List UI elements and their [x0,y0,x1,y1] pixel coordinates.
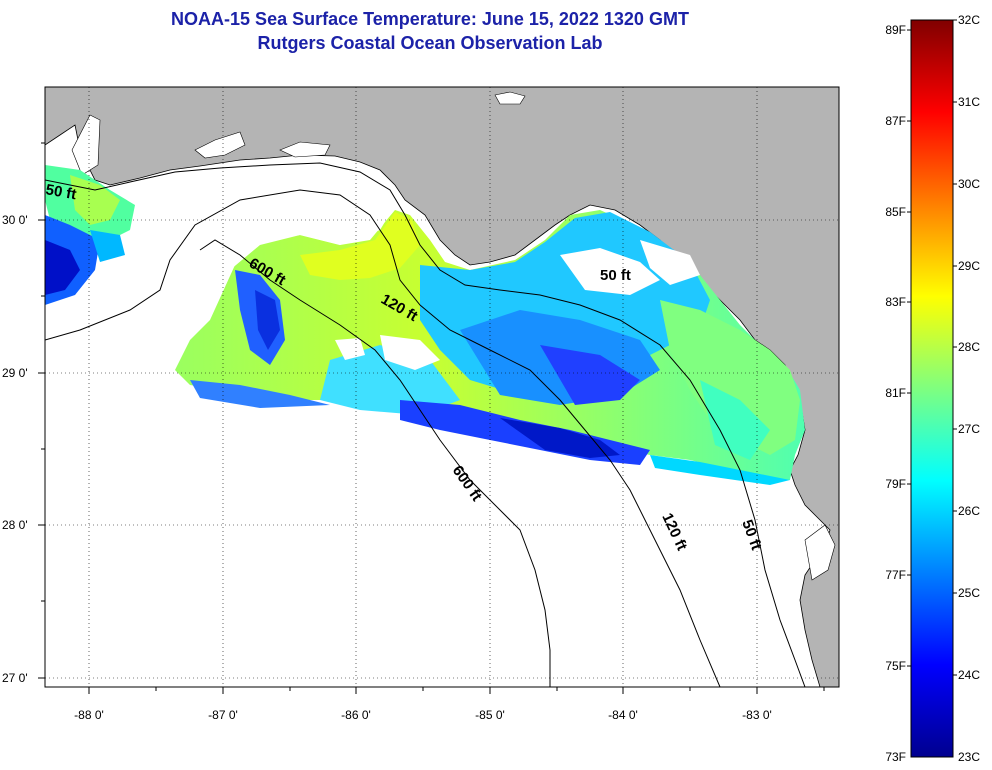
colorbar-celsius-label: 24C [958,668,980,682]
bay [494,91,526,105]
colorbar-fahrenheit-label: 75F [885,659,906,673]
isobath-lines [45,162,806,687]
colorbar-fahrenheit-label: 85F [885,205,906,219]
longitude-label: -86 0' [341,708,371,722]
colorbar-fahrenheit-label: 81F [885,386,906,400]
latitude-label: 28 0' [2,518,28,532]
colorbar-celsius-label: 28C [958,340,980,354]
colorbar [910,19,954,758]
colorbar-fahrenheit-label: 89F [885,23,906,37]
colorbar-celsius-label: 26C [958,504,980,518]
bay [279,141,331,158]
bay [194,131,246,159]
colorbar-celsius-label: 29C [958,259,980,273]
colorbar-celsius-label: 27C [958,422,980,436]
colorbar-fahrenheit-label: 83F [885,295,906,309]
longitude-label: -87 0' [208,708,238,722]
latitude-label: 30 0' [2,213,28,227]
colorbar-celsius-label: 30C [958,177,980,191]
bay [804,524,836,581]
colorbar-ticks [907,19,957,676]
map-subtitle: Rutgers Coastal Ocean Observation Lab [257,33,603,53]
colorbar-celsius-label: 31C [958,95,980,109]
latitude-label: 29 0' [2,366,28,380]
latitude-label: 27 0' [2,671,28,685]
sst-data-layer [45,165,805,485]
colorbar-fahrenheit-label: 77F [885,568,906,582]
colorbar-celsius-label: 32C [958,13,980,27]
longitude-label: -88 0' [74,708,104,722]
colorbar-fahrenheit-label: 73F [885,750,906,764]
colorbar-celsius-label: 23C [958,750,980,764]
colorbar-celsius-label: 25C [958,586,980,600]
isobath-label: 50 ft [600,267,631,284]
longitude-label: -83 0' [742,708,772,722]
axis-ticks [38,142,825,694]
colorbar-fahrenheit-label: 79F [885,477,906,491]
isobath-label: 50 ft [44,181,77,203]
map-title: NOAA-15 Sea Surface Temperature: June 15… [171,9,689,29]
longitude-label: -84 0' [608,708,638,722]
longitude-label: -85 0' [475,708,505,722]
colorbar-fahrenheit-label: 87F [885,114,906,128]
lat-lon-grid [45,87,839,687]
